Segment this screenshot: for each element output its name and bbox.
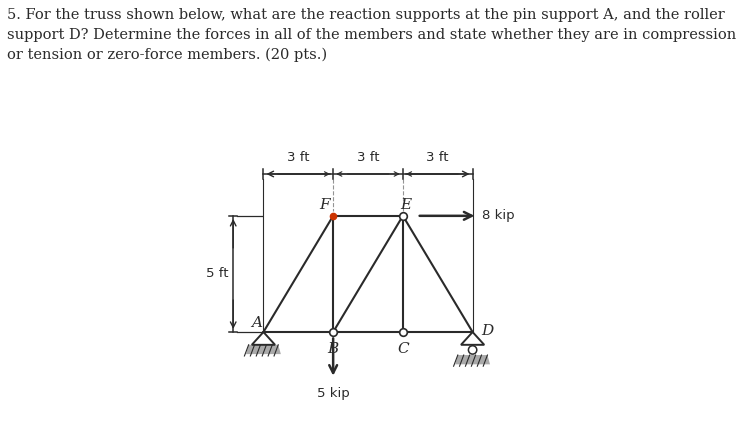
Text: 3 ft: 3 ft — [426, 150, 449, 164]
Text: D: D — [481, 324, 493, 338]
Polygon shape — [455, 355, 490, 364]
Text: 5. For the truss shown below, what are the reaction supports at the pin support : 5. For the truss shown below, what are t… — [7, 8, 736, 62]
Text: 3 ft: 3 ft — [357, 150, 379, 164]
Text: B: B — [328, 342, 339, 356]
Text: 8 kip: 8 kip — [482, 210, 514, 222]
Text: C: C — [397, 342, 409, 356]
Text: 5 kip: 5 kip — [317, 387, 349, 399]
Text: F: F — [319, 198, 331, 212]
Polygon shape — [246, 345, 281, 354]
Text: E: E — [400, 198, 411, 212]
Text: 5 ft: 5 ft — [206, 267, 228, 280]
Text: A: A — [251, 316, 262, 330]
Text: 3 ft: 3 ft — [287, 150, 310, 164]
